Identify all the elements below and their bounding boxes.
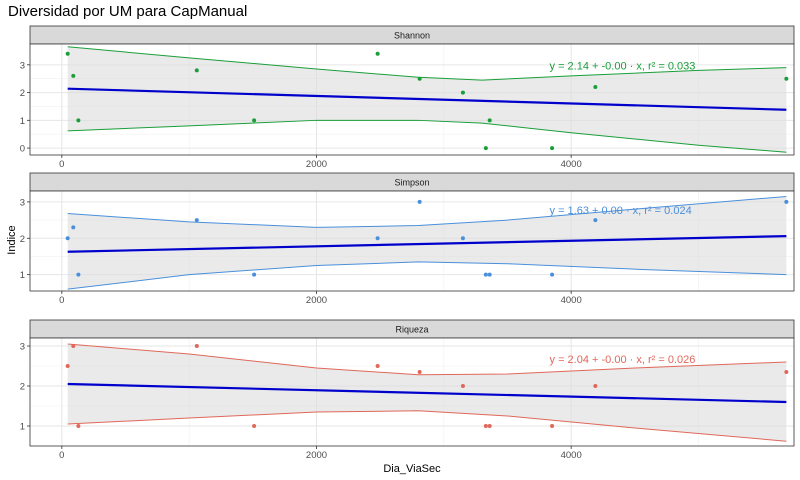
data-point (76, 118, 81, 123)
regression-equation: y = 1.63 + 0.00 · x, r² = 0.024 (550, 205, 692, 217)
y-axis-label: Indice (6, 225, 18, 254)
data-point (483, 272, 488, 277)
data-point (487, 272, 492, 277)
facet-strip-label: Simpson (394, 178, 429, 188)
y-tick-label: 3 (20, 342, 25, 353)
data-point (550, 146, 555, 151)
data-point (460, 236, 465, 241)
data-point (194, 68, 199, 73)
panel-border (29, 43, 795, 156)
y-tick-label: 2 (20, 234, 25, 245)
data-point (252, 118, 257, 123)
data-point (417, 76, 422, 81)
data-point (784, 76, 789, 81)
data-point (483, 424, 488, 428)
data-point (65, 236, 70, 241)
data-point (487, 118, 492, 123)
y-tick-label: 1 (20, 116, 25, 127)
data-point (71, 344, 76, 348)
data-point (375, 51, 380, 56)
data-point (460, 90, 465, 95)
y-tick-label: 2 (20, 382, 25, 393)
panel-border (29, 190, 795, 292)
chart-title: Diversidad por UM para CapManual (8, 3, 248, 20)
data-point (593, 218, 598, 223)
confidence-lower-line (67, 261, 787, 290)
y-tick-label: 3 (20, 60, 25, 71)
data-point (375, 364, 380, 368)
data-point (65, 51, 70, 56)
x-tick-label: 2000 (306, 159, 327, 170)
data-point (76, 272, 81, 277)
x-tick-label: 0 (59, 450, 64, 461)
confidence-lower-line (67, 119, 787, 153)
x-tick-label: 2000 (306, 295, 327, 306)
y-tick-label: 2 (20, 88, 25, 99)
x-tick-label: 4000 (561, 295, 582, 306)
facet-strip-label: Shannon (394, 31, 430, 41)
data-point (76, 424, 81, 428)
data-point (252, 272, 257, 277)
data-point (550, 424, 555, 428)
facet-strip-label: Riqueza (395, 325, 428, 335)
data-point (65, 364, 70, 368)
regression-equation: y = 2.14 + -0.00 · x, r² = 0.033 (550, 61, 696, 73)
y-tick-label: 0 (20, 144, 25, 155)
x-tick-label: 0 (59, 159, 64, 170)
regression-line (67, 234, 787, 253)
regression-equation: y = 2.04 + -0.00 · x, r² = 0.026 (550, 354, 696, 366)
regression-line (67, 382, 787, 404)
data-point (460, 384, 465, 388)
x-tick-label: 4000 (561, 450, 582, 461)
data-point (417, 199, 422, 204)
data-point (375, 236, 380, 241)
y-tick-label: 3 (20, 197, 25, 208)
x-tick-label: 4000 (561, 159, 582, 170)
data-point (593, 85, 598, 90)
panel-border (29, 337, 795, 447)
data-point (784, 370, 789, 374)
data-point (194, 218, 199, 223)
x-tick-label: 0 (59, 295, 64, 306)
data-point (194, 344, 199, 348)
data-point (417, 370, 422, 374)
y-tick-label: 1 (20, 270, 25, 281)
y-tick-label: 1 (20, 422, 25, 433)
confidence-lower-line (67, 410, 787, 442)
data-point (784, 199, 789, 204)
confidence-upper-line (67, 195, 787, 228)
confidence-upper-line (67, 343, 787, 376)
data-point (487, 424, 492, 428)
data-point (71, 225, 76, 230)
data-point (483, 146, 488, 151)
confidence-upper-line (67, 46, 787, 81)
data-point (71, 73, 76, 78)
x-axis-label: Dia_ViaSec (383, 463, 441, 475)
x-tick-label: 2000 (306, 450, 327, 461)
data-point (252, 424, 257, 428)
data-point (593, 384, 598, 388)
regression-line (67, 87, 787, 111)
data-point (550, 272, 555, 277)
